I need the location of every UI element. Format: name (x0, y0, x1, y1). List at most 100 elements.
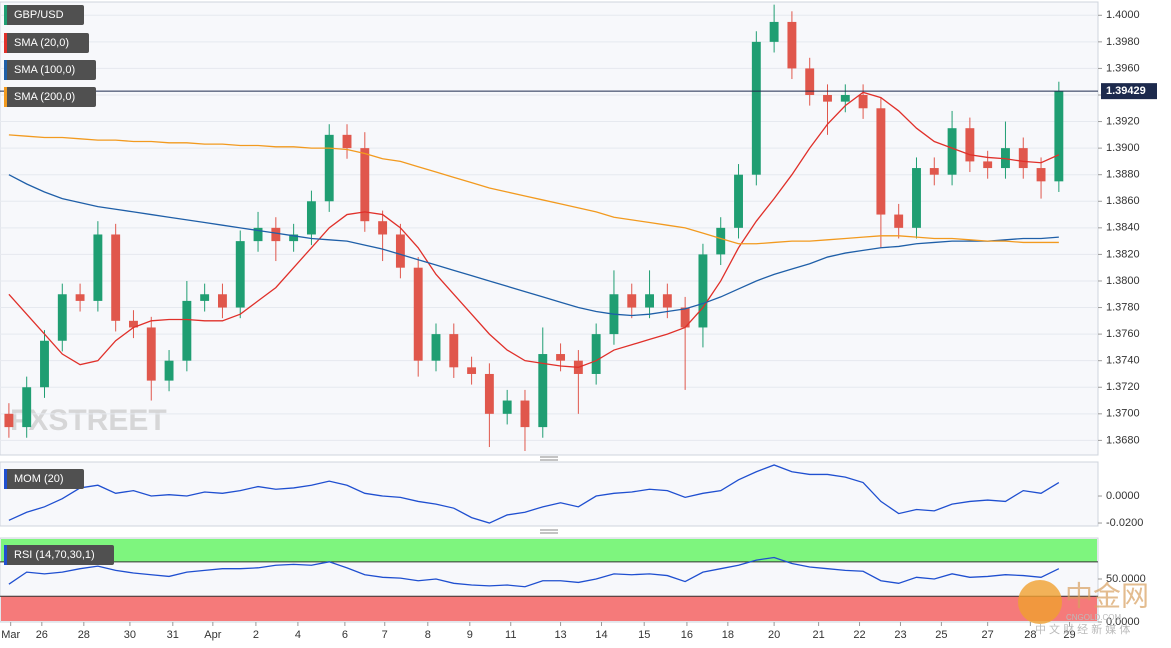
candle-body (75, 294, 85, 301)
y-tick-label: 1.4000 (1106, 9, 1140, 21)
candle-body (467, 367, 477, 374)
x-tick-label: 8 (425, 629, 431, 641)
candle-body (4, 413, 14, 428)
indicator-label-bg (4, 469, 84, 489)
y-tick-label: 1.3740 (1106, 355, 1140, 367)
symbol-label-bg (4, 5, 84, 25)
indicator-label-text: RSI (14,70,30,1) (14, 549, 95, 561)
x-tick-label: 28 (1024, 629, 1036, 641)
candle-body (858, 94, 868, 109)
x-tick-label: 25 (935, 629, 947, 641)
plot-layer: 1.3680 1.3700 1.3720 1.3740 1.3760 1.3780 1.38… (0, 4, 1157, 641)
candle-body (662, 294, 672, 308)
x-tick-label: 22 (853, 629, 865, 641)
panel-handles (540, 456, 558, 534)
y-tick-label: 1.3800 (1106, 275, 1140, 287)
candle-body (947, 128, 957, 175)
candle-body (840, 94, 850, 102)
legend-entry-bg (4, 60, 96, 80)
watermark-logo-icon (1018, 580, 1062, 624)
candle-body (146, 327, 156, 381)
x-tick-label: 20 (768, 629, 780, 641)
main-panel (0, 1, 1099, 456)
x-tick-label: 13 (554, 629, 566, 641)
legend-entry-marker (4, 87, 7, 107)
indicator-label: MOM (20) (4, 469, 84, 489)
candle-body (912, 168, 921, 228)
y-tick-label: 1.3920 (1106, 115, 1140, 127)
candle-body (22, 387, 32, 428)
watermark-site: CNGOLD.COM (1066, 613, 1121, 622)
candle-body (342, 134, 352, 149)
x-tick-label: Mar (1, 629, 20, 641)
candle-body (111, 234, 121, 321)
y-tick-label: 1.3840 (1106, 222, 1140, 234)
candle-body (40, 340, 49, 388)
indicator-label-text: MOM (20) (14, 473, 64, 485)
x-tick-label: 23 (894, 629, 906, 641)
candle-body (271, 227, 281, 242)
last-price-label: 1.39429 (1106, 85, 1146, 97)
candle-body (983, 161, 993, 169)
candle-body (1054, 91, 1064, 182)
y-tick-label: 0.0000 (1106, 490, 1140, 502)
legend-entry: SMA (200,0) (4, 87, 96, 107)
candle-body (929, 168, 939, 175)
oversold-zone (1, 596, 1097, 621)
x-tick-label: 7 (382, 629, 388, 641)
indicator-label-marker (4, 545, 7, 565)
indicator-label: RSI (14,70,30,1) (4, 545, 114, 565)
y-tick-label: 1.3720 (1106, 381, 1140, 393)
candle-body (751, 41, 761, 175)
y-tick-label: 50.0000 (1106, 573, 1146, 585)
y-tick-label: 1.3860 (1106, 195, 1140, 207)
x-tick-label: 4 (295, 629, 301, 641)
candle-body (324, 134, 334, 202)
y-tick-label: 1.3900 (1106, 142, 1140, 154)
candle-body (627, 294, 637, 308)
x-tick-label: 27 (982, 629, 994, 641)
candle-body (769, 21, 779, 42)
candle-body (200, 294, 210, 301)
series-line (8, 174, 1059, 317)
last-price-tag: 1.39429 (1101, 83, 1157, 100)
y-tick-label: 1.3700 (1106, 408, 1140, 420)
series-line (8, 91, 1060, 368)
x-tick-label: 31 (167, 629, 179, 641)
candle-body (805, 68, 815, 95)
candle-body (413, 267, 423, 361)
legend-entry-text: SMA (20,0) (14, 37, 69, 49)
series-line (8, 134, 1059, 245)
candle-body (538, 354, 548, 428)
y-tick-label: -0.0200 (1106, 517, 1143, 529)
x-tick-label: 21 (812, 629, 824, 641)
candle-body (556, 354, 566, 361)
candle-body (431, 334, 441, 361)
indicator-label-bg (4, 545, 114, 565)
y-tick-label: 1.3780 (1106, 301, 1140, 313)
symbol-label-marker (4, 5, 7, 25)
candle-body (306, 201, 316, 235)
candle-body (1001, 148, 1010, 169)
candle-body (484, 373, 494, 414)
candle-body (823, 94, 832, 102)
candle-body (502, 400, 512, 414)
x-tick-label: 11 (505, 629, 516, 641)
candle-body (93, 234, 103, 301)
indicator-label-marker (4, 469, 7, 489)
candle-body (289, 234, 299, 242)
symbol-label: GBP/USD (4, 5, 84, 25)
y-tick-label: 1.3820 (1106, 248, 1140, 260)
x-tick-label: 28 (78, 629, 90, 641)
legend-entry-marker (4, 60, 7, 80)
candle-body (129, 320, 138, 328)
y-tick-label: 1.3680 (1106, 434, 1140, 446)
series-line (8, 464, 1060, 524)
x-tick-label: 30 (124, 629, 136, 641)
x-tick-label: 2 (253, 629, 259, 641)
candle-body (734, 174, 743, 228)
x-tick-label: 15 (638, 629, 650, 641)
legend-entry: SMA (20,0) (4, 33, 89, 53)
legend-entry-marker (4, 33, 7, 53)
